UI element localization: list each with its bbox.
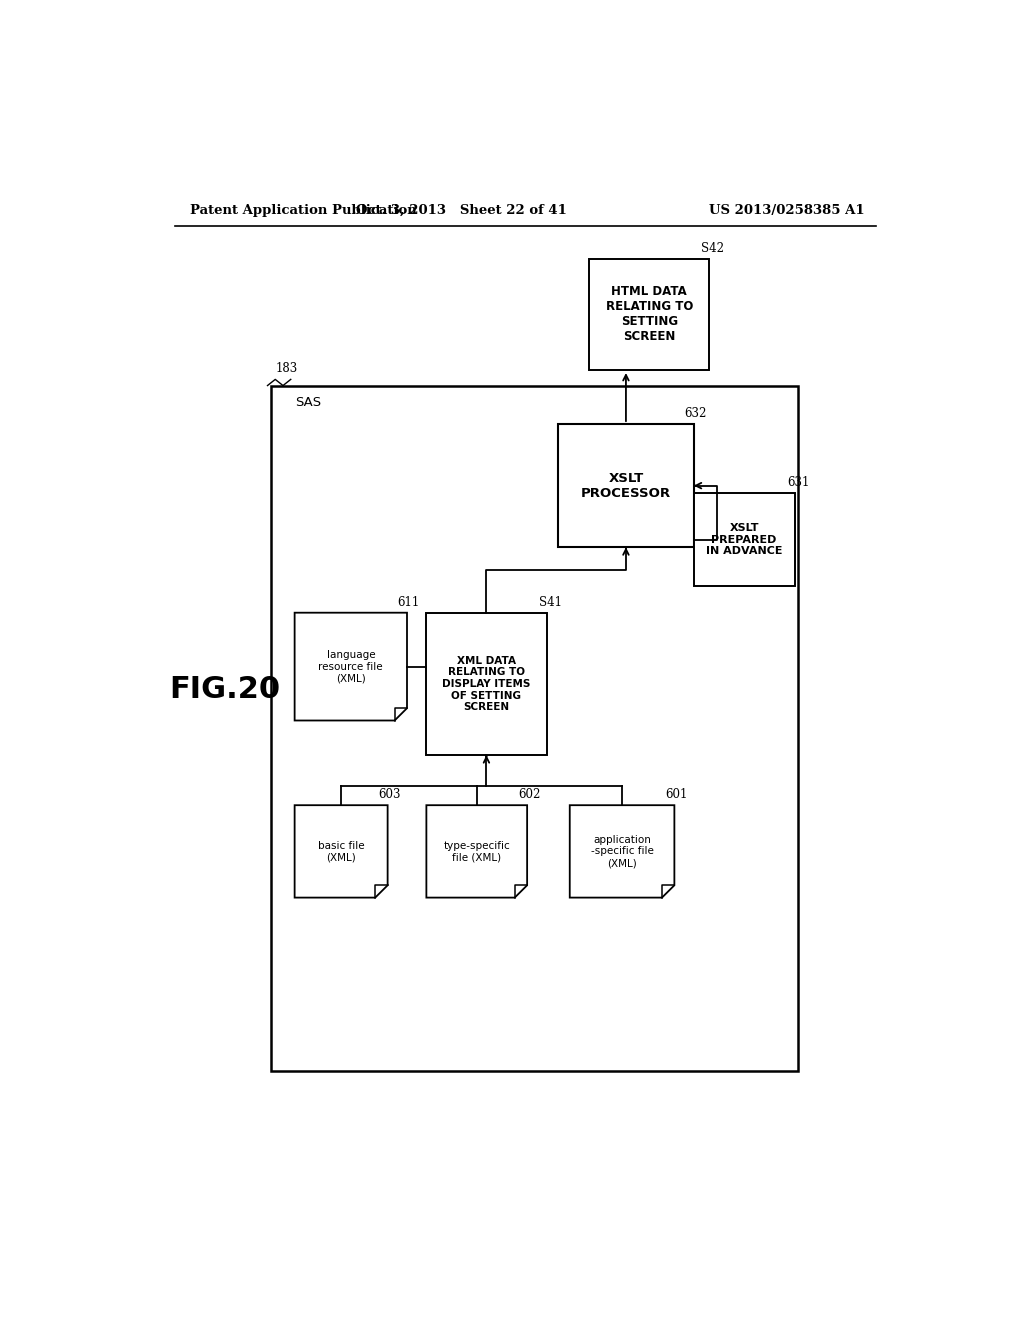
- Text: Patent Application Publication: Patent Application Publication: [190, 205, 417, 218]
- Text: FIG.20: FIG.20: [169, 676, 281, 704]
- Text: 603: 603: [378, 788, 400, 801]
- Text: basic file
(XML): basic file (XML): [317, 841, 365, 862]
- Text: 602: 602: [518, 788, 541, 801]
- Bar: [271, 385, 799, 1071]
- Text: 631: 631: [786, 477, 809, 490]
- Text: language
resource file
(XML): language resource file (XML): [318, 649, 383, 684]
- Bar: [589, 259, 710, 370]
- Text: type-specific
file (XML): type-specific file (XML): [443, 841, 510, 862]
- Text: 183: 183: [276, 362, 298, 375]
- Text: 611: 611: [397, 595, 420, 609]
- Text: S42: S42: [701, 242, 725, 255]
- Text: XML DATA
RELATING TO
DISPLAY ITEMS
OF SETTING
SCREEN: XML DATA RELATING TO DISPLAY ITEMS OF SE…: [442, 656, 530, 711]
- Text: HTML DATA
RELATING TO
SETTING
SCREEN: HTML DATA RELATING TO SETTING SCREEN: [605, 285, 693, 343]
- Bar: [558, 424, 693, 548]
- Text: 632: 632: [684, 407, 707, 420]
- Text: US 2013/0258385 A1: US 2013/0258385 A1: [709, 205, 864, 218]
- Polygon shape: [569, 805, 675, 898]
- Text: XSLT
PREPARED
IN ADVANCE: XSLT PREPARED IN ADVANCE: [706, 523, 782, 556]
- Text: XSLT
PROCESSOR: XSLT PROCESSOR: [581, 471, 671, 500]
- Text: S41: S41: [539, 595, 562, 609]
- Text: application
-specific file
(XML): application -specific file (XML): [591, 834, 653, 869]
- Text: SAS: SAS: [295, 396, 321, 409]
- Text: Oct. 3, 2013   Sheet 22 of 41: Oct. 3, 2013 Sheet 22 of 41: [355, 205, 566, 218]
- Text: 601: 601: [665, 788, 687, 801]
- Polygon shape: [426, 805, 527, 898]
- Bar: [693, 494, 795, 586]
- Polygon shape: [295, 805, 388, 898]
- Bar: [426, 612, 547, 755]
- Polygon shape: [295, 612, 407, 721]
